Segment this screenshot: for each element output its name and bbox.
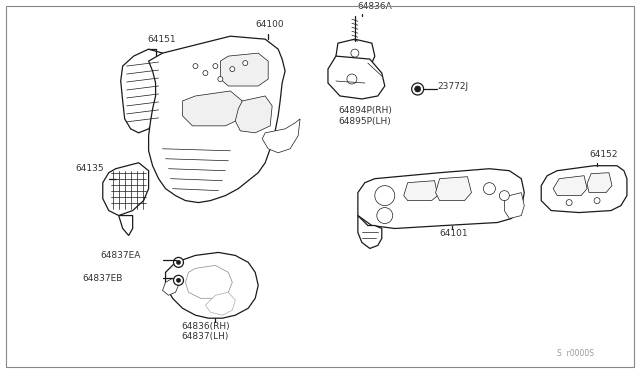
Circle shape <box>213 64 218 68</box>
Circle shape <box>193 64 198 68</box>
Circle shape <box>177 278 180 282</box>
Circle shape <box>173 257 184 267</box>
Polygon shape <box>504 193 524 218</box>
Text: 64837EB: 64837EB <box>83 274 124 283</box>
Text: 64836(RH): 64836(RH) <box>181 322 230 331</box>
Circle shape <box>203 71 208 76</box>
Polygon shape <box>118 215 132 235</box>
Text: 64837EA: 64837EA <box>100 251 141 260</box>
Polygon shape <box>404 181 438 201</box>
Polygon shape <box>182 91 243 126</box>
Polygon shape <box>163 278 179 295</box>
Polygon shape <box>262 119 300 153</box>
Text: 23772J: 23772J <box>438 81 468 90</box>
Polygon shape <box>587 173 612 193</box>
Circle shape <box>377 208 393 224</box>
Polygon shape <box>103 163 148 215</box>
Polygon shape <box>205 292 236 315</box>
Text: S  r0000S: S r0000S <box>557 349 594 358</box>
Circle shape <box>230 67 235 71</box>
Text: 64837(LH): 64837(LH) <box>182 332 229 341</box>
Text: 64895P(LH): 64895P(LH) <box>338 117 390 126</box>
Text: 64152: 64152 <box>589 150 618 159</box>
Polygon shape <box>436 177 472 201</box>
Circle shape <box>243 61 248 65</box>
Circle shape <box>177 260 180 264</box>
Circle shape <box>173 275 184 285</box>
Polygon shape <box>220 53 268 86</box>
Polygon shape <box>328 56 385 99</box>
Circle shape <box>483 183 495 195</box>
Circle shape <box>594 198 600 203</box>
Polygon shape <box>166 253 258 318</box>
Polygon shape <box>553 176 587 196</box>
Circle shape <box>415 86 420 92</box>
Circle shape <box>347 74 357 84</box>
Text: 64100: 64100 <box>255 20 284 29</box>
Circle shape <box>218 77 223 81</box>
Polygon shape <box>336 39 375 66</box>
Circle shape <box>412 83 424 95</box>
Text: 64101: 64101 <box>440 228 468 237</box>
Circle shape <box>499 190 509 201</box>
Text: 64836A: 64836A <box>358 2 392 11</box>
Text: 64151: 64151 <box>148 35 176 44</box>
Polygon shape <box>236 96 272 133</box>
Text: 64135: 64135 <box>76 164 104 173</box>
Circle shape <box>566 200 572 206</box>
Polygon shape <box>358 215 382 248</box>
Text: 64894P(RH): 64894P(RH) <box>338 106 392 115</box>
Polygon shape <box>186 265 232 298</box>
Polygon shape <box>121 49 166 133</box>
Polygon shape <box>541 166 627 212</box>
Circle shape <box>351 49 359 57</box>
Polygon shape <box>358 169 524 228</box>
Polygon shape <box>148 36 285 203</box>
Circle shape <box>375 186 395 206</box>
